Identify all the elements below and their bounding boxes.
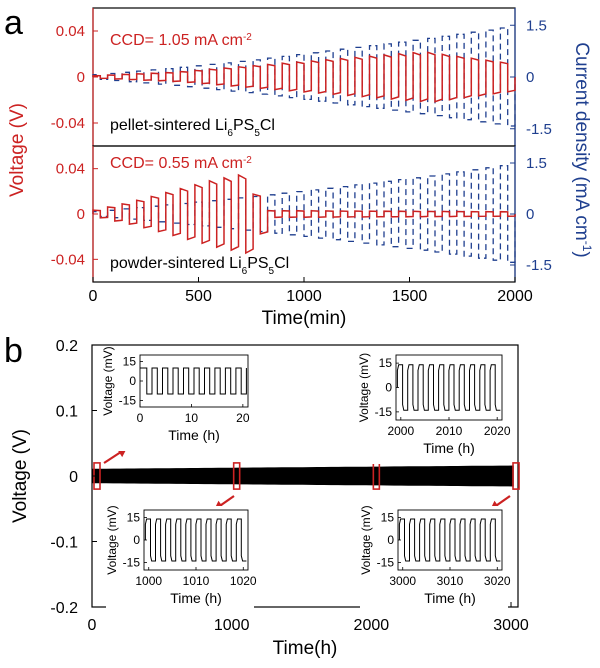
inset-xtick-label: 2010 [436,424,463,438]
inset-xtick-label: 2020 [484,424,511,438]
inset-ytick-label: 15 [379,356,393,370]
inset-ytick-label: 15 [381,511,395,525]
subplot-a-lower: 0.04 0 -0.04 1.5 0 -1.5 CCD= 0.55 mA cm-2 pow… [51,145,552,283]
inset-xlabel: Time (h) [423,440,475,456]
inset-ytick-label: 0 [387,533,394,547]
panel-label-a: a [4,4,23,42]
ytick-left-label: 0.04 [56,161,85,178]
inset-xlabel: Time (h) [168,427,220,443]
inset-ytick-label: 0 [385,381,392,395]
inset-ytick-label: -15 [119,394,137,408]
ytick-right-label: -1.5 [526,257,552,274]
highlight-box-1 [232,462,241,490]
ccd-label-a-upper: CCD= 1.05 mA cm-2 [110,32,252,50]
inset-ytick-label: -15 [377,556,395,570]
sample-label-a-lower: powder-sintered Li6PS5Cl [110,255,289,277]
axis-a-ylabel-right: Current density (mA cm-1) [571,42,594,258]
inset-bg-3 [360,506,508,614]
inset-xtick-label: 0 [137,411,144,425]
inset-trace-3 [398,518,501,562]
inset-ytick-label: -15 [375,405,393,419]
subplot-a-upper: 0.04 0 -0.04 1.5 0 -1.5 CCD= 1.05 mA cm-2 pel… [51,7,552,147]
inset-trace-2 [144,518,247,562]
inset-ylabel: Voltage (mV) [357,353,371,422]
inset-xtick-label: 3000 [389,574,416,588]
sample-label-a-upper: pellet-sintered Li6PS5Cl [110,117,275,139]
inset-ytick-label: 0 [133,533,140,547]
axis-b-ylabel: Voltage (V) [10,429,31,523]
inset-ytick-label: -15 [123,556,141,570]
xtick-b-label: 1000 [214,617,250,634]
inset-ylabel: Voltage (mV) [101,346,115,415]
highlight-box-3 [512,462,520,490]
ytick-left-label: -0.04 [51,251,85,268]
inset-xtick-label: 3010 [437,574,464,588]
inset-xlabel: Time (h) [170,590,222,606]
voltage-series-a-upper [92,51,516,103]
ytick-b-label: 0 [69,469,78,486]
inset-ytick-label: 15 [127,511,141,525]
axis-a-xlabel: Time(min) [262,308,347,329]
current-series-a-lower [92,165,516,263]
axis-b-xlabel: Time(h) [273,638,338,659]
axis-a-ylabel-left: Voltage (V) [7,103,28,197]
inset-xlabel: Time (h) [424,590,476,606]
ytick-right-label: 1.5 [526,17,547,34]
inset-2: 15 0 -15 1000 1010 1020 Time (h) Voltage (mV) [105,505,257,614]
ytick-b-label: -0.2 [50,600,78,617]
inset-ylabel: Voltage (mV) [359,505,373,574]
inset-xtick-label: 10 [185,411,199,425]
xtick-b-label: 2000 [354,617,390,634]
ytick-right-label: -1.5 [526,121,552,138]
voltage-band-b [92,465,514,487]
ytick-right-label: 0 [526,69,534,86]
voltage-series-a-lower [92,173,516,255]
xtick-a-label: 2000 [497,288,533,305]
inset-trace-0 [140,367,247,395]
ytick-left-label: 0 [77,206,85,223]
inset-ytick-label: 15 [123,355,137,369]
ytick-left-label: 0 [77,69,85,86]
ytick-left-label: 0.04 [56,23,85,40]
inset-xtick-label: 20 [236,411,250,425]
ytick-b-label: 0.1 [56,404,78,421]
inset-3: 15 0 -15 3000 3010 3020 Time (h) Voltage (mV) [359,505,511,614]
inset-xtick-label: 2000 [387,424,414,438]
inset-xtick-label: 1020 [230,574,257,588]
ytick-b-label: 0.2 [56,338,78,355]
xtick-a-label: 500 [185,288,212,305]
panel-label-b: b [4,332,23,370]
ytick-left-label: -0.04 [51,115,85,132]
xtick-b-label: 3000 [493,617,529,634]
inset-xtick-label: 1000 [135,574,162,588]
xtick-a-label: 1000 [286,288,322,305]
inset-xtick-label: 1010 [183,574,210,588]
xtick-a-label: 1500 [392,288,428,305]
xtick-b-label: 0 [88,617,97,634]
ccd-label-a-lower: CCD= 0.55 mA cm-2 [110,155,252,173]
ytick-b-label: -0.1 [50,535,78,552]
inset-xtick-label: 3020 [484,574,511,588]
ytick-right-label: 0 [526,206,534,223]
inset-bg-2 [106,506,254,614]
xtick-a-label: 0 [89,288,98,305]
inset-ylabel: Voltage (mV) [105,505,119,574]
inset-trace-1 [396,364,501,411]
inset-1: 15 0 -15 2000 2010 2020 Time (h) Voltage (mV) [357,351,511,464]
inset-ytick-label: 0 [129,374,136,388]
ytick-right-label: 1.5 [526,155,547,172]
plot-b: 0.20.10-0.1-0.2 0 1000 2000 3000 150-150 10 2… [50,338,528,634]
